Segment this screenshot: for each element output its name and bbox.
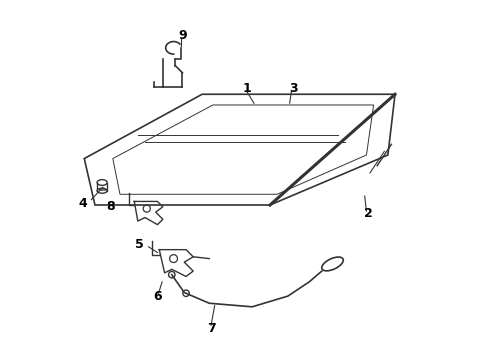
- Text: 3: 3: [289, 82, 297, 95]
- Text: 8: 8: [107, 200, 115, 213]
- Text: 9: 9: [178, 29, 187, 42]
- Text: 5: 5: [135, 238, 144, 251]
- Text: 2: 2: [364, 207, 372, 220]
- Text: 1: 1: [243, 82, 251, 95]
- Text: 6: 6: [153, 289, 162, 303]
- Text: 7: 7: [207, 322, 216, 335]
- Text: 4: 4: [78, 197, 87, 210]
